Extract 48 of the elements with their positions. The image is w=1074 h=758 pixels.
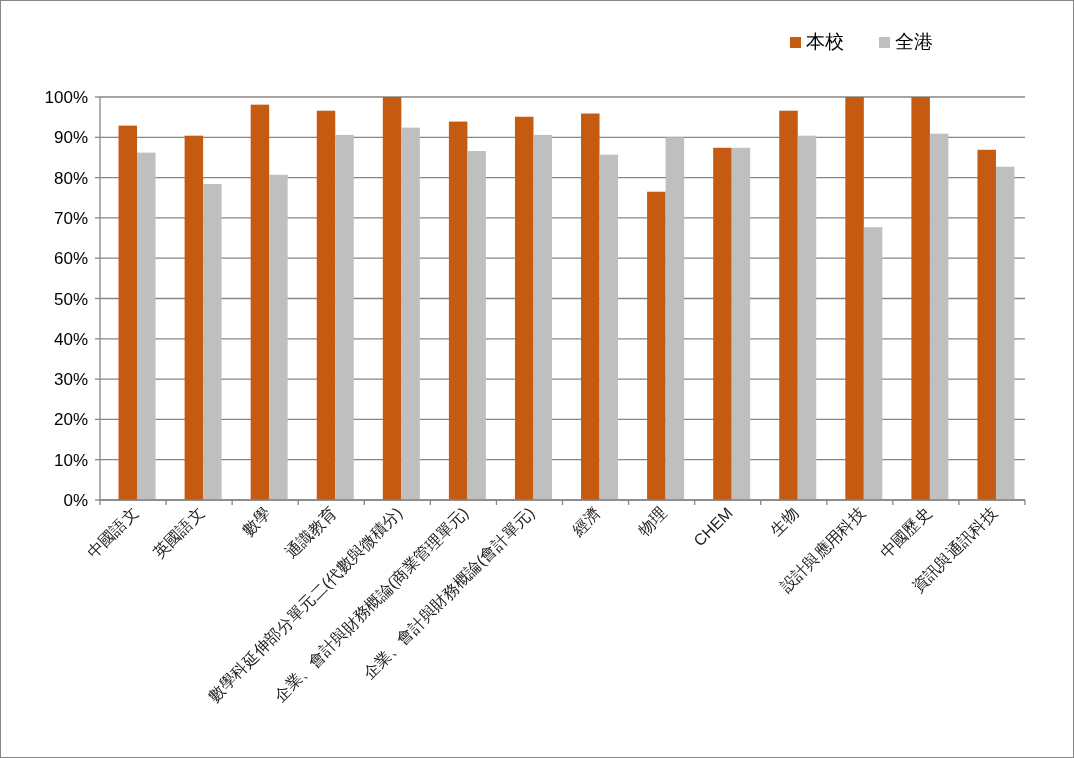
y-tick-label: 70% bbox=[53, 208, 88, 228]
bar bbox=[911, 97, 930, 500]
bar bbox=[731, 147, 751, 500]
legend-label: 本校 bbox=[806, 31, 844, 52]
bar bbox=[448, 121, 468, 500]
bar bbox=[647, 191, 666, 500]
bar bbox=[713, 147, 732, 500]
legend-label: 全港 bbox=[895, 31, 933, 52]
bar bbox=[269, 174, 288, 500]
bar bbox=[382, 97, 402, 500]
bar bbox=[599, 154, 619, 500]
x-tick-label: 中國歷史 bbox=[876, 504, 935, 562]
bar bbox=[797, 135, 817, 500]
x-tick-label: 通識教育 bbox=[282, 504, 340, 562]
bar bbox=[977, 149, 996, 500]
bar bbox=[137, 152, 156, 500]
bar bbox=[118, 125, 138, 500]
bar bbox=[779, 110, 798, 500]
bar bbox=[401, 127, 420, 500]
x-tick-label: 生物 bbox=[767, 504, 802, 539]
y-tick-label: 90% bbox=[53, 128, 88, 148]
bar bbox=[514, 116, 534, 500]
y-tick-label: 30% bbox=[53, 370, 88, 390]
bar bbox=[335, 134, 354, 500]
bar bbox=[581, 113, 600, 500]
y-tick-label: 60% bbox=[53, 249, 88, 269]
y-tick-label: 10% bbox=[53, 450, 88, 470]
bar bbox=[995, 166, 1015, 500]
x-tick-label: 經濟 bbox=[568, 504, 604, 540]
x-tick-label: 數學 bbox=[238, 504, 274, 539]
bar bbox=[184, 135, 204, 500]
bar bbox=[863, 227, 883, 500]
y-tick-label: 0% bbox=[63, 491, 88, 510]
bar bbox=[929, 133, 949, 500]
bar bbox=[533, 134, 552, 500]
bar bbox=[467, 151, 486, 500]
x-tick-label: 英國語文 bbox=[149, 504, 208, 562]
y-tick-label: 80% bbox=[53, 168, 88, 188]
bar bbox=[316, 110, 336, 500]
bar bbox=[845, 97, 864, 500]
y-tick-label: 100% bbox=[44, 88, 88, 107]
y-tick-label: 50% bbox=[53, 289, 88, 309]
x-tick-label: 物理 bbox=[635, 504, 670, 539]
bar bbox=[665, 137, 685, 500]
y-tick-label: 20% bbox=[53, 410, 88, 430]
y-tick-label: 40% bbox=[53, 329, 88, 349]
bar bbox=[203, 184, 222, 500]
bar bbox=[250, 104, 270, 500]
